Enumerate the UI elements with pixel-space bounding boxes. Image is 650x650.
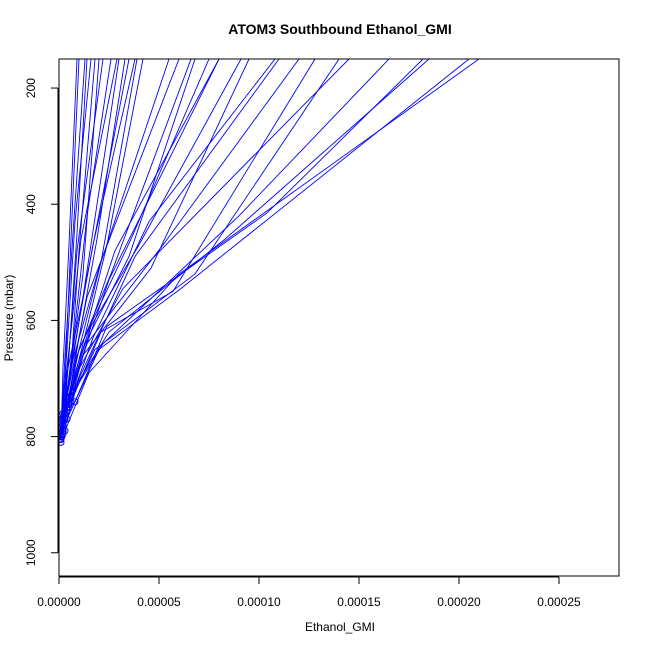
series-line-27 [72,59,430,391]
x-tick-label: 0.00000 [37,595,81,609]
x-tick-label: 0.00005 [137,595,181,609]
series-line-36 [64,59,138,414]
y-tick-label: 200 [24,78,38,98]
series-line-31 [64,59,196,414]
series-line-32 [60,59,120,431]
y-tick-label: 400 [24,194,38,214]
series-line-29 [74,59,424,402]
y-tick-label: 800 [24,426,38,446]
series-line-33 [68,59,276,405]
data-point-34 [59,421,67,429]
y-tick-label: 600 [24,310,38,330]
x-tick-label: 0.00010 [237,595,281,609]
series-line-35 [70,59,316,402]
data-layer [59,59,480,446]
chart-title: ATOM3 Southbound Ethanol_GMI [228,21,451,37]
y-axis-label: Pressure (mbar) [2,275,16,362]
x-axis-label: Ethanol_GMI [305,620,375,634]
series-line-6 [66,59,470,420]
series-line-19 [60,59,78,440]
data-point-29 [71,398,79,406]
y-axis: 200 400 600 800 1000 [24,78,59,566]
series-line-24 [70,59,390,397]
plot-frame [58,58,620,577]
x-axis: 0.00000 0.00005 0.00010 0.00015 0.00020 0.000… [37,576,581,609]
y-tick-label: 1000 [24,539,38,566]
series-line-23 [62,59,170,420]
x-tick-label: 0.00025 [537,595,581,609]
x-tick-label: 0.00020 [437,595,481,609]
series-line-30 [62,59,250,420]
data-point-36 [61,409,69,417]
series-line-20 [62,59,88,431]
series-line-18 [66,59,144,408]
x-tick-label: 0.00015 [337,595,381,609]
data-point-19 [59,435,65,443]
